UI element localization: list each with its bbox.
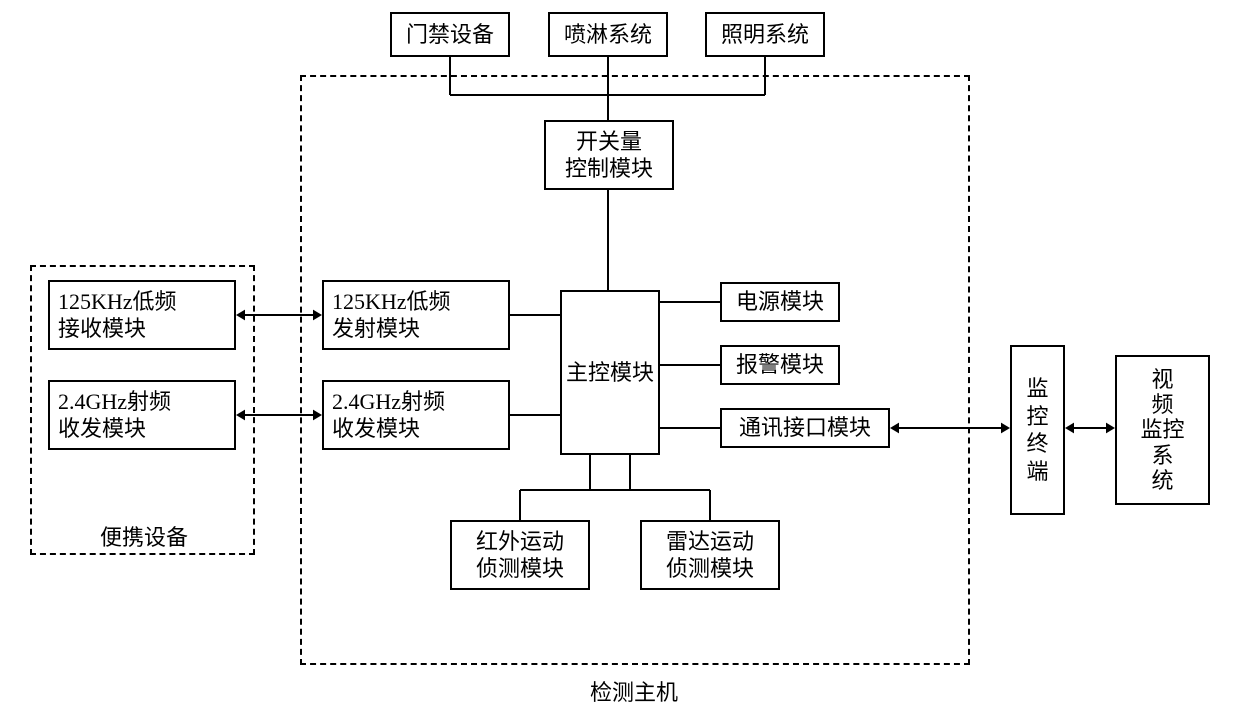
box-rf_tx1: 2.4GHz射频 收发模块 (48, 380, 236, 450)
caption-portable: 便携设备 (100, 520, 188, 552)
label-comm: 通讯接口模块 (739, 414, 871, 442)
box-lf_rx: 125KHz低频 接收模块 (48, 280, 236, 350)
box-ir: 红外运动 侦测模块 (450, 520, 590, 590)
box-main: 主控模块 (560, 290, 660, 455)
label-top_ext_3: 照明系统 (721, 21, 809, 49)
box-switch_ctrl: 开关量 控制模块 (544, 120, 674, 190)
label-rf_tx2: 2.4GHz射频 收发模块 (332, 388, 445, 443)
box-top_ext_2: 喷淋系统 (548, 12, 668, 57)
label-top_ext_2: 喷淋系统 (564, 21, 652, 49)
label-terminal: 监 控 终 端 (1026, 375, 1048, 485)
label-video: 视 频 监控 系 统 (1140, 367, 1184, 493)
box-video: 视 频 监控 系 统 (1115, 355, 1210, 505)
box-rf_tx2: 2.4GHz射频 收发模块 (322, 380, 510, 450)
box-comm: 通讯接口模块 (720, 408, 890, 448)
label-main: 主控模块 (566, 359, 654, 387)
label-ir: 红外运动 侦测模块 (476, 528, 564, 583)
box-top_ext_3: 照明系统 (705, 12, 825, 57)
caption-host: 检测主机 (590, 675, 678, 707)
label-lf_rx: 125KHz低频 接收模块 (58, 288, 177, 343)
box-power: 电源模块 (720, 282, 840, 322)
box-top_ext_1: 门禁设备 (390, 12, 510, 57)
box-alarm: 报警模块 (720, 345, 840, 385)
label-power: 电源模块 (736, 288, 824, 316)
label-lf_tx: 125KHz低频 发射模块 (332, 288, 451, 343)
box-radar: 雷达运动 侦测模块 (640, 520, 780, 590)
label-switch_ctrl: 开关量 控制模块 (565, 128, 653, 183)
label-rf_tx1: 2.4GHz射频 收发模块 (58, 388, 171, 443)
label-radar: 雷达运动 侦测模块 (666, 528, 754, 583)
diagram-canvas: 便携设备检测主机门禁设备喷淋系统照明系统开关量 控制模块125KHz低频 接收模… (0, 0, 1240, 703)
label-alarm: 报警模块 (736, 351, 824, 379)
box-terminal: 监 控 终 端 (1010, 345, 1065, 515)
label-top_ext_1: 门禁设备 (406, 21, 494, 49)
box-lf_tx: 125KHz低频 发射模块 (322, 280, 510, 350)
